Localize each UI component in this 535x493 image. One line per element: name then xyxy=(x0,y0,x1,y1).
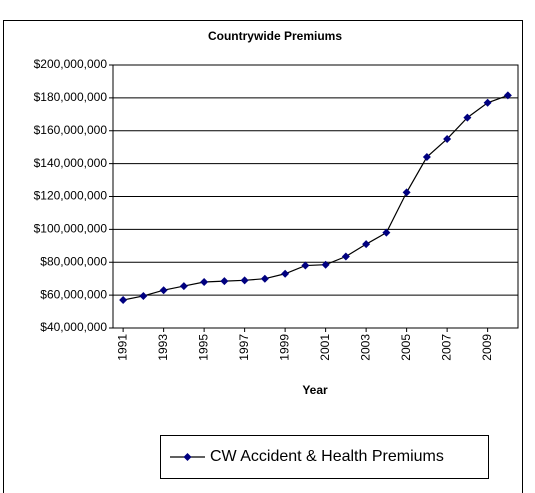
data-point xyxy=(443,134,452,143)
data-point xyxy=(159,286,168,295)
x-tick-label: 1997 xyxy=(237,334,251,361)
y-tick-label: $100,000,000 xyxy=(34,222,108,236)
legend-marker xyxy=(183,453,192,461)
data-point xyxy=(321,260,330,269)
y-tick-label: $180,000,000 xyxy=(34,90,108,104)
data-point xyxy=(483,98,492,107)
chart-frame xyxy=(3,20,523,493)
data-point xyxy=(200,277,209,286)
x-tick-label: 2007 xyxy=(439,334,453,361)
data-point xyxy=(281,269,290,278)
x-axis-label: Year xyxy=(302,383,328,397)
data-point xyxy=(362,240,371,249)
legend xyxy=(160,435,489,479)
data-point xyxy=(382,228,391,237)
x-tick-label: 2005 xyxy=(399,334,413,361)
data-point xyxy=(220,277,229,286)
y-tick-label: $200,000,000 xyxy=(34,57,108,71)
data-point xyxy=(179,282,188,291)
y-tick-label: $80,000,000 xyxy=(40,254,107,268)
x-tick-label: 1999 xyxy=(277,334,291,361)
plot-area xyxy=(112,64,519,329)
series-line xyxy=(123,94,509,301)
data-point xyxy=(402,188,411,197)
x-tick-label: 2009 xyxy=(480,334,494,361)
data-point xyxy=(503,91,512,100)
x-tick-label: 2003 xyxy=(358,334,372,361)
y-tick-label: $60,000,000 xyxy=(40,287,107,301)
data-point xyxy=(260,274,269,283)
data-point xyxy=(422,153,431,162)
y-tick-label: $160,000,000 xyxy=(34,123,108,137)
data-point xyxy=(341,252,350,261)
y-tick-label: $40,000,000 xyxy=(40,320,107,334)
chart-title: Countrywide Premiums xyxy=(208,29,342,43)
x-tick-label: 1991 xyxy=(115,334,129,361)
data-point xyxy=(240,276,249,285)
x-tick-label: 1993 xyxy=(156,334,170,361)
y-tick-label: $120,000,000 xyxy=(34,189,108,203)
legend-label: CW Accident & Health Premiums xyxy=(210,448,444,465)
data-point xyxy=(463,113,472,122)
y-tick-label: $140,000,000 xyxy=(34,156,108,170)
data-point xyxy=(139,291,148,300)
data-point xyxy=(301,261,310,270)
data-point xyxy=(119,296,128,305)
x-tick-label: 2001 xyxy=(318,334,332,361)
x-tick-label: 1995 xyxy=(196,334,210,361)
